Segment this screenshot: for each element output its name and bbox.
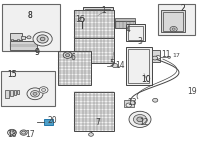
Circle shape bbox=[27, 88, 43, 100]
Text: 10: 10 bbox=[141, 75, 151, 84]
Text: 9: 9 bbox=[35, 48, 39, 57]
Text: 10: 10 bbox=[141, 75, 151, 84]
Bar bbox=[10, 41, 37, 50]
Circle shape bbox=[112, 64, 118, 68]
Bar bbox=[158, 4, 195, 35]
Bar bbox=[124, 100, 134, 107]
Circle shape bbox=[42, 88, 46, 91]
Bar bbox=[161, 10, 185, 32]
Text: 16: 16 bbox=[76, 15, 85, 24]
Text: 12: 12 bbox=[139, 117, 148, 127]
Text: 15: 15 bbox=[8, 70, 17, 80]
Bar bbox=[115, 18, 135, 21]
Bar bbox=[128, 49, 149, 83]
Text: 11: 11 bbox=[161, 50, 170, 59]
Circle shape bbox=[137, 117, 143, 122]
Text: 17: 17 bbox=[25, 130, 34, 139]
Text: 7: 7 bbox=[96, 117, 100, 127]
Bar bbox=[74, 10, 114, 38]
Text: 9: 9 bbox=[35, 48, 39, 57]
Text: 14: 14 bbox=[115, 61, 125, 70]
Bar bbox=[17, 90, 19, 94]
Circle shape bbox=[172, 28, 175, 30]
Text: 8: 8 bbox=[28, 11, 32, 20]
Circle shape bbox=[153, 98, 158, 102]
Circle shape bbox=[39, 87, 48, 93]
Bar bbox=[128, 26, 143, 40]
Circle shape bbox=[129, 111, 151, 127]
Bar bbox=[10, 90, 13, 96]
Bar bbox=[85, 9, 110, 16]
Text: 2: 2 bbox=[181, 4, 185, 13]
Circle shape bbox=[40, 37, 45, 41]
Circle shape bbox=[89, 133, 93, 136]
Text: 18: 18 bbox=[8, 130, 17, 139]
Circle shape bbox=[152, 56, 158, 60]
Circle shape bbox=[8, 129, 16, 136]
Circle shape bbox=[22, 131, 26, 134]
Circle shape bbox=[31, 91, 39, 97]
Text: 19: 19 bbox=[187, 87, 197, 96]
Bar bbox=[152, 50, 160, 62]
Circle shape bbox=[37, 35, 48, 43]
Circle shape bbox=[66, 54, 70, 57]
Circle shape bbox=[63, 52, 72, 58]
Bar bbox=[5, 90, 9, 98]
Bar bbox=[126, 47, 152, 85]
Bar bbox=[2, 4, 60, 51]
Bar bbox=[21, 36, 25, 39]
Text: 3: 3 bbox=[138, 37, 142, 46]
Text: 1: 1 bbox=[102, 6, 106, 15]
Bar bbox=[163, 12, 183, 31]
Bar bbox=[83, 7, 113, 18]
Bar bbox=[11, 39, 13, 41]
Bar bbox=[74, 92, 114, 131]
Text: 20: 20 bbox=[48, 116, 57, 125]
Text: 5: 5 bbox=[110, 59, 114, 68]
Circle shape bbox=[33, 92, 37, 95]
Text: 15: 15 bbox=[8, 70, 17, 80]
Circle shape bbox=[27, 36, 31, 39]
Bar bbox=[1, 71, 55, 106]
Bar bbox=[115, 21, 135, 28]
Circle shape bbox=[133, 115, 147, 124]
Text: 4: 4 bbox=[126, 25, 130, 34]
Text: 8: 8 bbox=[28, 11, 32, 20]
Bar bbox=[17, 39, 19, 41]
Circle shape bbox=[33, 32, 52, 46]
Circle shape bbox=[168, 56, 171, 58]
Text: 2: 2 bbox=[181, 4, 185, 13]
Bar bbox=[44, 119, 53, 125]
Bar bbox=[58, 51, 91, 85]
Circle shape bbox=[170, 26, 177, 32]
Bar bbox=[10, 33, 22, 40]
Text: 6: 6 bbox=[71, 53, 75, 62]
Bar bbox=[14, 90, 16, 95]
Bar bbox=[126, 24, 145, 41]
Text: 13: 13 bbox=[127, 98, 137, 107]
Bar bbox=[74, 38, 114, 63]
Circle shape bbox=[79, 17, 84, 21]
Circle shape bbox=[20, 130, 27, 135]
Text: 17: 17 bbox=[172, 53, 180, 58]
Circle shape bbox=[10, 131, 14, 134]
Circle shape bbox=[156, 56, 160, 59]
Circle shape bbox=[126, 103, 132, 107]
